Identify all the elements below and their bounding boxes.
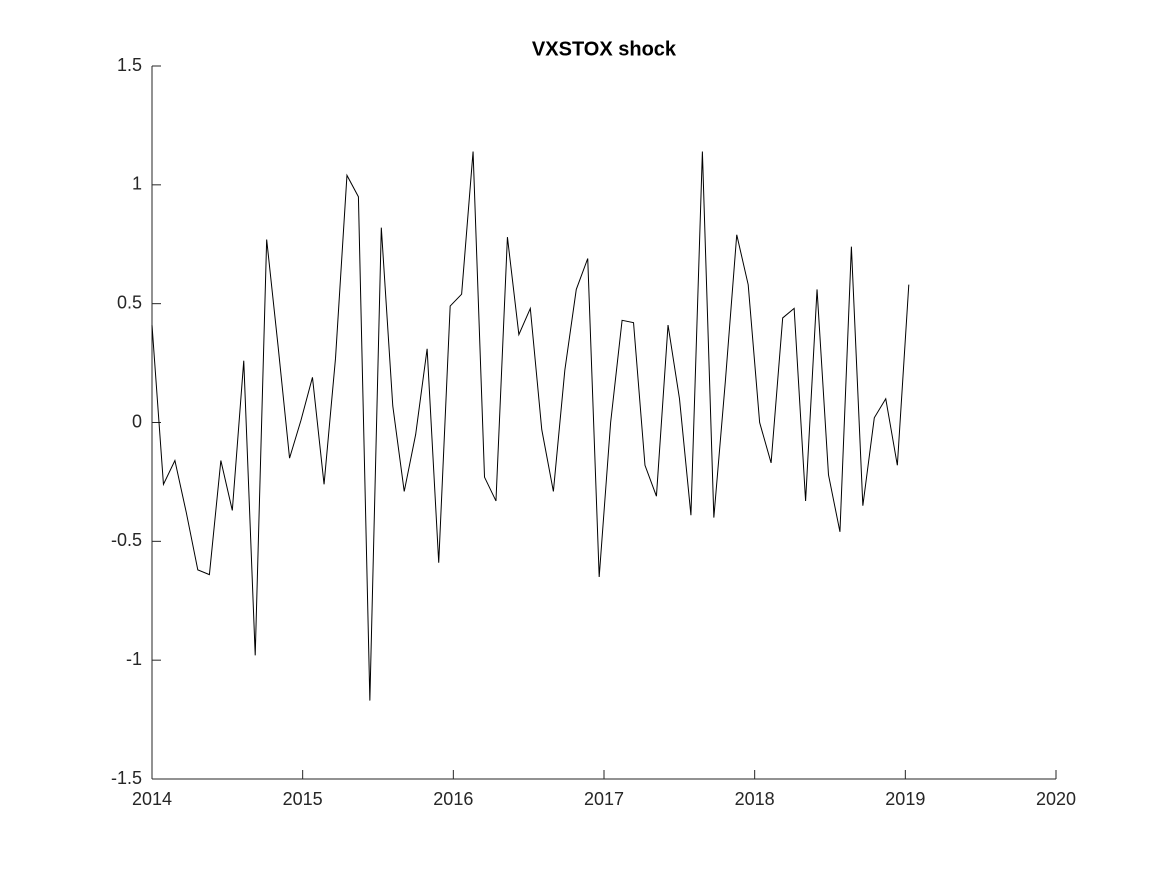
x-tick-label: 2015 [283,789,323,809]
x-tick-label: 2017 [584,789,624,809]
y-tick-label: -1.5 [111,768,142,788]
x-tick-label: 2016 [433,789,473,809]
data-line [151,151,910,701]
y-tick-label: -0.5 [111,530,142,550]
y-tick-label: 1 [132,174,142,194]
x-tick-label: 2020 [1036,789,1076,809]
x-tick-label: 2019 [885,789,925,809]
chart-title: VXSTOX shock [532,38,677,60]
y-tick-label: 0.5 [117,292,142,312]
x-tick-label: 2018 [735,789,775,809]
y-tick-label: 1.5 [117,55,142,75]
y-tick-label: 0 [132,411,142,431]
y-tick-label: -1 [126,649,142,669]
x-tick-label: 2014 [132,789,172,809]
